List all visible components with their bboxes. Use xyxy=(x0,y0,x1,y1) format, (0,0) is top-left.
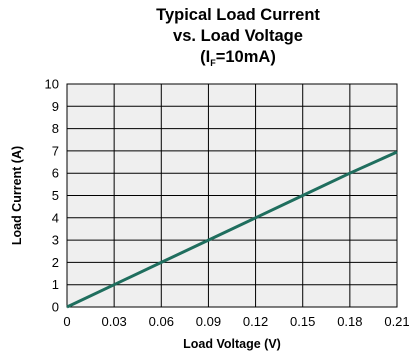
series-layer xyxy=(66,150,398,309)
y-tick-label: 10 xyxy=(45,77,59,92)
y-tick-label: 2 xyxy=(52,255,59,270)
y-tick-label: 0 xyxy=(52,300,59,315)
series-line xyxy=(66,150,398,309)
x-tick-labels: 0 0.03 0.06 0.09 0.12 0.15 0.18 0.21 xyxy=(63,314,409,329)
chart-title-line-3: (IF=10mA) xyxy=(65,48,411,69)
x-tick-label: 0.03 xyxy=(101,314,126,329)
x-tick-label: 0.21 xyxy=(384,314,409,329)
x-tick-label: 0 xyxy=(63,314,70,329)
y-tick-label: 8 xyxy=(52,121,59,136)
y-tick-label: 7 xyxy=(52,143,59,158)
y-tick-label: 3 xyxy=(52,233,59,248)
x-tick-label: 0.12 xyxy=(243,314,268,329)
plot-frame xyxy=(66,83,398,308)
x-tick-label: 0.09 xyxy=(196,314,221,329)
x-tick-label: 0.18 xyxy=(337,314,362,329)
y-tick-label: 6 xyxy=(52,166,59,181)
x-axis-title: Load Voltage (V) xyxy=(183,337,281,351)
title-prefix: (I xyxy=(200,48,211,66)
y-tick-label: 5 xyxy=(52,188,59,203)
title-subscript: F xyxy=(210,58,216,68)
x-tick-label: 0.15 xyxy=(290,314,315,329)
y-tick-label: 9 xyxy=(52,99,59,114)
chart-title-line-2: vs. Load Voltage xyxy=(173,27,303,45)
y-tick-label: 4 xyxy=(52,210,59,225)
y-tick-label: 1 xyxy=(52,277,59,292)
title-suffix: =10mA) xyxy=(215,48,276,66)
y-axis-title: Load Current (A) xyxy=(10,146,24,245)
y-tick-labels: 0 1 2 3 4 5 6 7 8 9 10 xyxy=(45,77,59,315)
chart-title-line-1: Typical Load Current xyxy=(156,6,320,24)
x-tick-label: 0.06 xyxy=(149,314,174,329)
